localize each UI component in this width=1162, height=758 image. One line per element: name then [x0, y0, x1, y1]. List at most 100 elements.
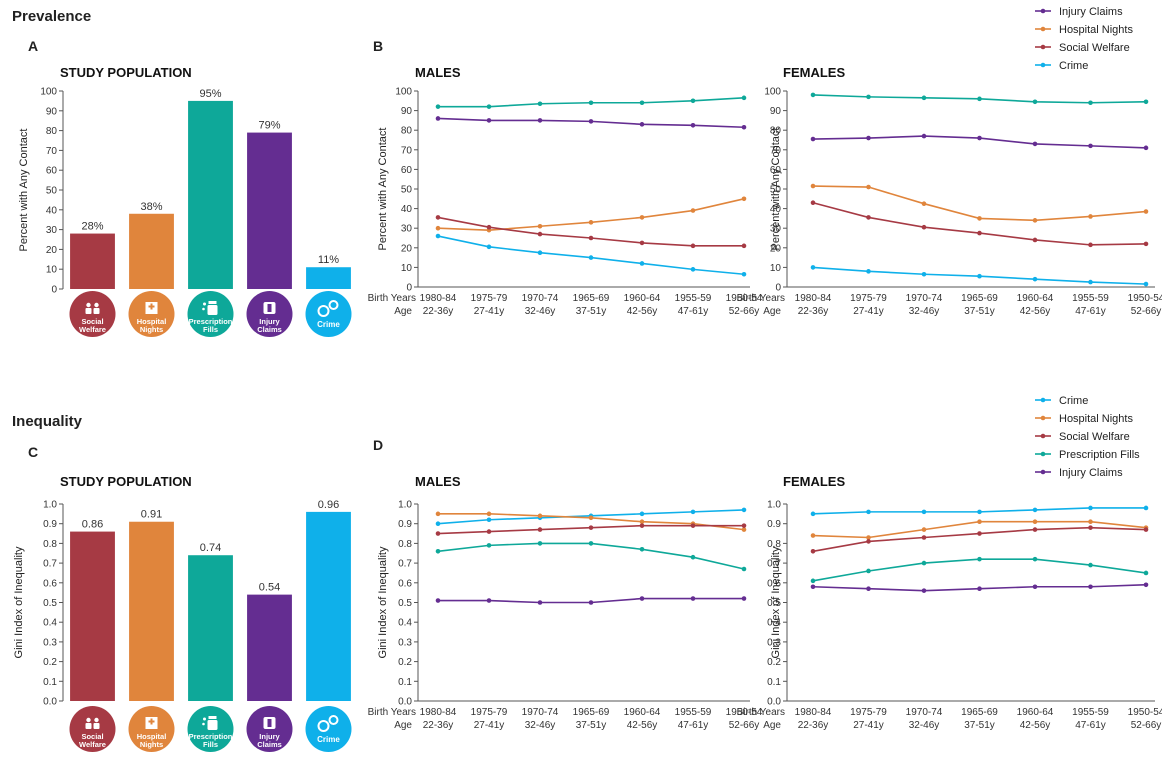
chart-b-males-y-tick-label: 40: [401, 204, 413, 215]
legend-bottom-swatch-dot: [1040, 397, 1046, 403]
chart-b-females-series-line: [812, 201, 1147, 246]
section-title-prevalence: Prevalence: [12, 8, 92, 25]
legend-top-swatch-dot: [1040, 8, 1046, 14]
legend-bottom-swatch-dot: [1040, 415, 1046, 421]
chart-d-males-point: [537, 527, 543, 532]
chart-d-males-y-tick-label: 1.0: [398, 500, 412, 511]
icon-label: Crime: [317, 320, 340, 329]
icon-label: Fills: [203, 325, 218, 334]
chart-d-males-point: [741, 566, 747, 572]
chart-d-males-point: [435, 511, 441, 517]
chart-b-females-y-tick-label: 70: [770, 145, 782, 156]
chart-b-males-y-tick-label: 20: [401, 243, 413, 254]
chart-c-y-tick-label: 0.5: [43, 598, 57, 609]
chart-d-males-point: [435, 548, 441, 554]
chart-d-males-y-tick-label: 0.4: [398, 618, 412, 629]
chart-b-males-point: [537, 118, 543, 123]
legend-bottom-entry-label: Social Welfare: [1059, 431, 1130, 443]
chart-d-females-point: [866, 509, 871, 515]
chart-b-males-x-tick-label: 1960-64: [624, 293, 661, 304]
chart-d-males-x-tick-label: 1965-69: [573, 707, 610, 718]
chart-d-females-age-tick-label: 32-46y: [909, 720, 940, 731]
icon-label: Claims: [257, 325, 282, 334]
chart-d-males-point: [537, 541, 543, 546]
icon-label: Fills: [203, 740, 218, 749]
chart-b-females-title: FEMALES: [783, 65, 845, 80]
chart-b-females-point: [1143, 145, 1149, 151]
chart-d-females-point: [1032, 507, 1038, 513]
chart-d-females-y-axis-label: Gini Index of Inequality: [770, 546, 782, 658]
chart-d-males-point: [435, 521, 441, 526]
legend-bottom-entry-label: Injury Claims: [1059, 467, 1123, 479]
chart-d-females-y-tick-label: 0.6: [767, 578, 781, 589]
chart-d-males-age-tick-label: 32-46y: [525, 720, 556, 731]
chart-d-females-title: FEMALES: [783, 474, 845, 489]
chart-d-females-point: [977, 519, 982, 525]
icon-label: Prescription: [189, 317, 233, 326]
chart-b-males-point: [690, 243, 696, 249]
chart-b-males-point: [486, 118, 492, 123]
chart-b-females-point: [1088, 100, 1093, 106]
chart-b-males-y-tick-label: 90: [401, 106, 413, 117]
chart-d-females-point: [810, 533, 816, 538]
icon-label: Crime: [317, 735, 340, 744]
chart-d-males-series-line: [437, 542, 745, 570]
chart-b-males-point: [435, 233, 441, 239]
legend-bottom-swatch-dot: [1040, 451, 1046, 457]
icon-label: Claims: [257, 740, 282, 749]
chart-b-females-x-tick-label: 1970-74: [906, 293, 943, 304]
chart-b-females-point: [1032, 141, 1038, 147]
chart-d-males-point: [588, 541, 594, 546]
icon-label: Welfare: [79, 325, 106, 334]
chart-d-males-point: [486, 511, 492, 517]
chart-b-females-x-tick-label: 1975-79: [850, 293, 887, 304]
chart-a-bar-3: [188, 100, 233, 290]
chart-d-males-y-tick-label: 0.3: [398, 637, 412, 648]
chart-b-females-point: [866, 135, 871, 141]
chart-b-females-point: [977, 216, 982, 221]
chart-a-bar-value-label: 28%: [81, 221, 103, 233]
chart-a-bar-value-label: 95%: [199, 88, 221, 100]
chart-d-females-age-tick-label: 52-66y: [1131, 720, 1162, 731]
icon-label: Nights: [140, 325, 163, 334]
chart-d-females-age-tick-label: 47-61y: [1075, 720, 1106, 731]
chart-b-females-point: [921, 133, 927, 139]
chart-d-females-x-tick-label: 1955-59: [1072, 707, 1109, 718]
chart-d-males-y-tick-label: 0.6: [398, 578, 412, 589]
chart-d-females-y-tick-label: 0.5: [767, 598, 781, 609]
chart-c-bar-value-label: 0.96: [318, 499, 339, 511]
chart-b-males-point: [741, 271, 747, 277]
chart-b-males-point: [537, 231, 543, 237]
chart-d-females-birth-years-label: Birth Years: [737, 707, 785, 718]
chart-b-females-point: [866, 94, 871, 100]
chart-b-males-y-tick-label: 50: [401, 185, 413, 196]
chart-c-bar-value-label: 0.91: [141, 509, 162, 521]
chart-c-title: STUDY POPULATION: [60, 474, 192, 489]
chart-d-females-x-tick-label: 1950-54: [1128, 707, 1162, 718]
chart-b-females-point: [977, 135, 982, 141]
icon-label: Social: [81, 732, 103, 741]
chart-a-bar-value-label: 79%: [258, 120, 280, 132]
chart-b-males-y-tick-label: 80: [401, 126, 413, 137]
icon-label: Injury: [259, 317, 280, 326]
chart-b-females-point: [810, 183, 816, 189]
chart-d-females-point: [866, 568, 871, 574]
chart-c-y-tick-label: 0.6: [43, 578, 57, 589]
chart-b-females-point: [810, 265, 816, 270]
chart-d-females-point: [977, 531, 982, 536]
legend-bottom-entry-label: Hospital Nights: [1059, 413, 1133, 425]
handcuffs-icon: Crime: [305, 291, 352, 337]
chart-d-females-y-tick-label: 0.3: [767, 637, 781, 648]
chart-b-males-y-tick-label: 0: [406, 283, 412, 294]
chart-b-males-point: [639, 122, 645, 127]
chart-b-females-point: [1032, 276, 1038, 282]
chart-b-females-y-tick-label: 60: [770, 165, 782, 176]
chart-d-females-age-tick-label: 22-36y: [798, 720, 829, 731]
chart-b-females-point: [1143, 241, 1149, 247]
chart-d-females-series-line: [812, 558, 1147, 582]
chart-d-males-y-tick-label: 0.8: [398, 539, 412, 550]
